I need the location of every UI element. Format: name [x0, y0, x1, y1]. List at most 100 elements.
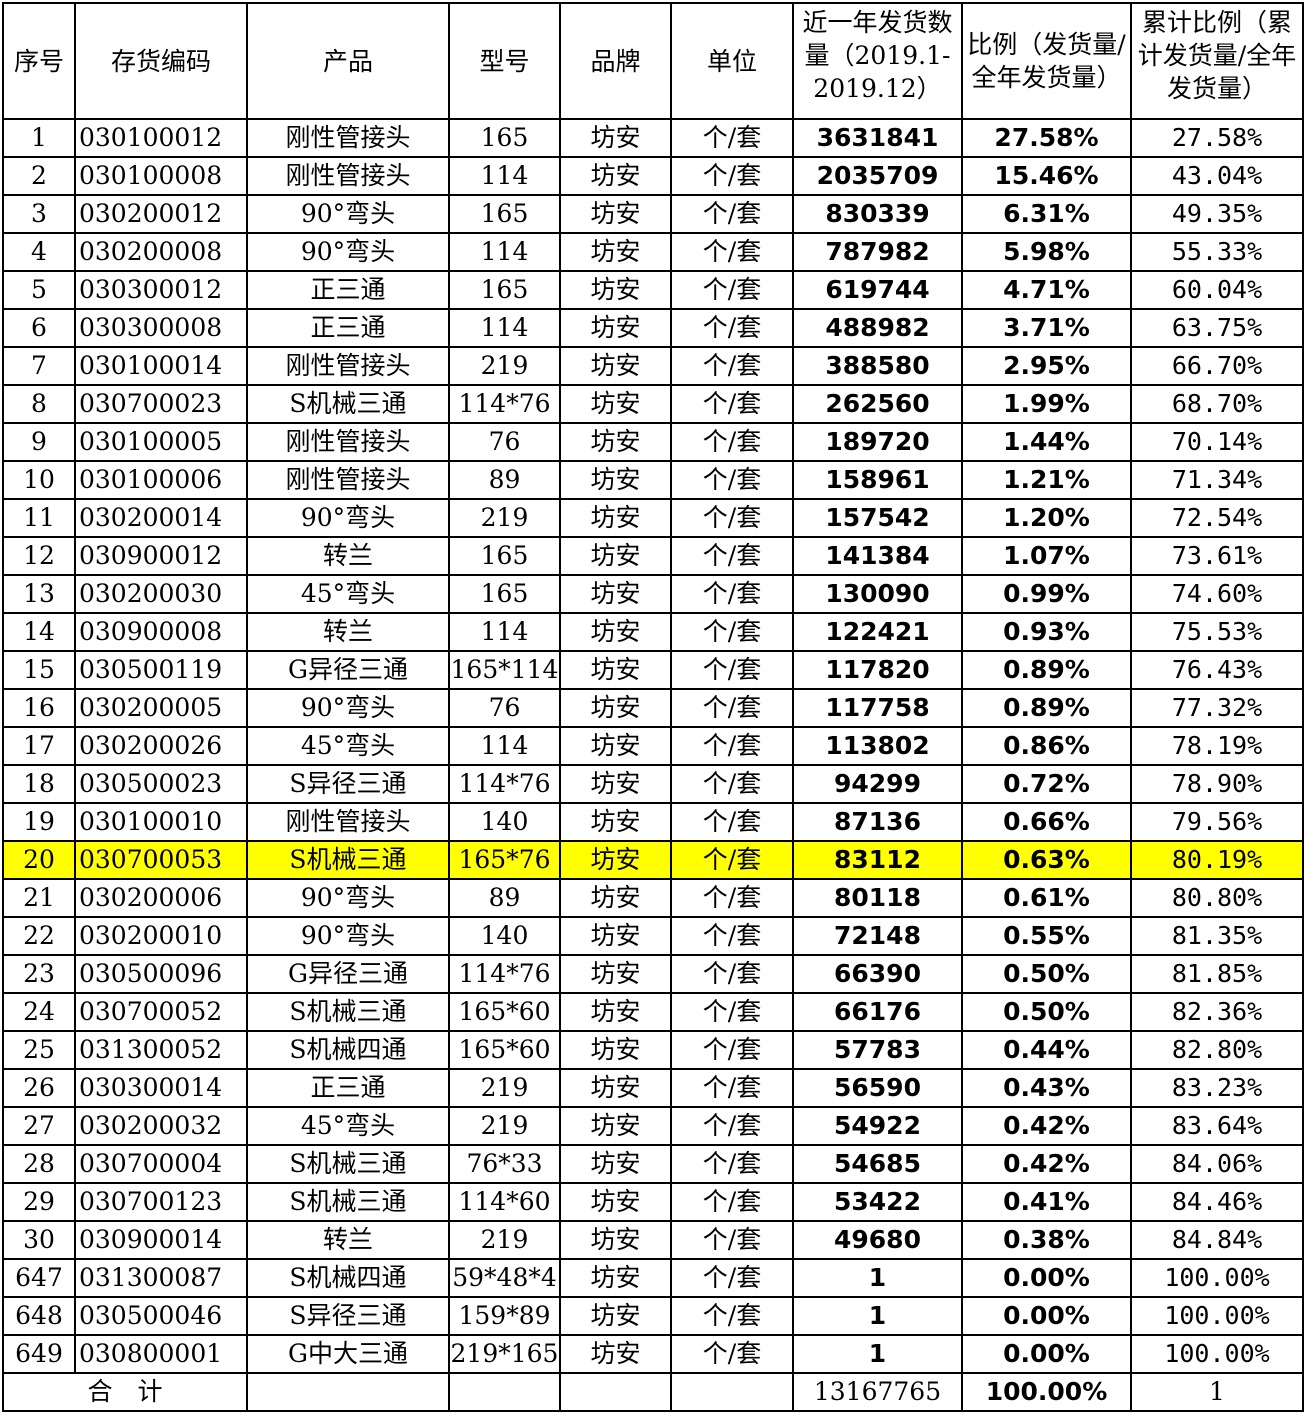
unit-cell: 个/套	[670, 194, 794, 234]
unit-cell: 个/套	[670, 612, 794, 652]
seq-cell: 17	[2, 726, 76, 766]
cum-cell: 78.90%	[1130, 764, 1304, 804]
ratio-cell: 1.21%	[961, 460, 1132, 500]
unit-cell: 个/套	[670, 232, 794, 272]
cum-cell: 82.80%	[1130, 1030, 1304, 1070]
seq-cell: 26	[2, 1068, 76, 1108]
header-qty: 近一年发货数量（2019.1-2019.12）	[792, 2, 963, 120]
cum-cell: 66.70%	[1130, 346, 1304, 386]
brand-cell: 坊安	[559, 194, 672, 234]
qty-cell: 787982	[792, 232, 963, 272]
model-cell: 89	[448, 878, 561, 918]
ratio-cell: 27.58%	[961, 118, 1132, 158]
model-cell: 59*48*4	[448, 1258, 561, 1298]
brand-cell: 坊安	[559, 384, 672, 424]
model-cell: 219	[448, 1220, 561, 1260]
seq-cell: 9	[2, 422, 76, 462]
qty-cell: 72148	[792, 916, 963, 956]
unit-cell: 个/套	[670, 1296, 794, 1336]
product-cell: 正三通	[246, 1068, 450, 1108]
table-row: 28 030700004 S机械三通 76*33 坊安 个/套 54685 0.42% 84.0…	[2, 1144, 1304, 1184]
header-code: 存货编码	[74, 2, 248, 120]
seq-cell: 4	[2, 232, 76, 272]
cum-cell: 80.19%	[1130, 840, 1304, 880]
unit-cell: 个/套	[670, 574, 794, 614]
product-cell: 刚性管接头	[246, 422, 450, 462]
qty-cell: 122421	[792, 612, 963, 652]
seq-cell: 20	[2, 840, 76, 880]
unit-cell: 个/套	[670, 1220, 794, 1260]
seq-cell: 2	[2, 156, 76, 196]
cum-cell: 83.64%	[1130, 1106, 1304, 1146]
seq-cell: 8	[2, 384, 76, 424]
seq-cell: 27	[2, 1106, 76, 1146]
total-qty: 13167765	[792, 1372, 963, 1412]
code-cell: 030500023	[74, 764, 248, 804]
model-cell: 219	[448, 1068, 561, 1108]
product-cell: S机械三通	[246, 1182, 450, 1222]
seq-cell: 15	[2, 650, 76, 690]
code-cell: 030500096	[74, 954, 248, 994]
code-cell: 030500119	[74, 650, 248, 690]
brand-cell: 坊安	[559, 1296, 672, 1336]
table-row: 30 030900014 转兰 219 坊安 个/套 49680 0.38% 84.84%	[2, 1220, 1304, 1260]
ratio-cell: 15.46%	[961, 156, 1132, 196]
table-row: 649 030800001 G中大三通 219*165 坊安 个/套 1 0.00% 100.0…	[2, 1334, 1304, 1374]
brand-cell: 坊安	[559, 650, 672, 690]
brand-cell: 坊安	[559, 726, 672, 766]
code-cell: 030100010	[74, 802, 248, 842]
unit-cell: 个/套	[670, 1182, 794, 1222]
model-cell: 76*33	[448, 1144, 561, 1184]
code-cell: 030700052	[74, 992, 248, 1032]
qty-cell: 830339	[792, 194, 963, 234]
table-row: 10 030100006 刚性管接头 89 坊安 个/套 158961 1.21% 71.34%	[2, 460, 1304, 500]
ratio-cell: 1.99%	[961, 384, 1132, 424]
qty-cell: 83112	[792, 840, 963, 880]
table-row: 5 030300012 正三通 165 坊安 个/套 619744 4.71% 60.04%	[2, 270, 1304, 310]
model-cell: 114*60	[448, 1182, 561, 1222]
ratio-cell: 0.43%	[961, 1068, 1132, 1108]
product-cell: 90°弯头	[246, 232, 450, 272]
code-cell: 030900012	[74, 536, 248, 576]
total-row: 合 计 13167765 100.00% 1	[2, 1372, 1304, 1412]
table-row: 18 030500023 S异径三通 114*76 坊安 个/套 94299 0.72% 78.…	[2, 764, 1304, 804]
qty-cell: 80118	[792, 878, 963, 918]
qty-cell: 262560	[792, 384, 963, 424]
qty-cell: 57783	[792, 1030, 963, 1070]
table-row: 14 030900008 转兰 114 坊安 个/套 122421 0.93% 75.53%	[2, 612, 1304, 652]
unit-cell: 个/套	[670, 156, 794, 196]
cum-cell: 60.04%	[1130, 270, 1304, 310]
code-cell: 030800001	[74, 1334, 248, 1374]
qty-cell: 157542	[792, 498, 963, 538]
seq-cell: 648	[2, 1296, 76, 1336]
seq-cell: 28	[2, 1144, 76, 1184]
brand-cell: 坊安	[559, 118, 672, 158]
product-cell: S异径三通	[246, 1296, 450, 1336]
cum-cell: 79.56%	[1130, 802, 1304, 842]
model-cell: 219*165	[448, 1334, 561, 1374]
header-product: 产品	[246, 2, 450, 120]
code-cell: 030200008	[74, 232, 248, 272]
table-row: 2 030100008 刚性管接头 114 坊安 个/套 2035709 15.46% 43.0…	[2, 156, 1304, 196]
seq-cell: 7	[2, 346, 76, 386]
brand-cell: 坊安	[559, 802, 672, 842]
cum-cell: 78.19%	[1130, 726, 1304, 766]
brand-cell: 坊安	[559, 992, 672, 1032]
cum-cell: 100.00%	[1130, 1334, 1304, 1374]
product-cell: S异径三通	[246, 764, 450, 804]
unit-cell: 个/套	[670, 498, 794, 538]
model-cell: 165	[448, 574, 561, 614]
cum-cell: 82.36%	[1130, 992, 1304, 1032]
seq-cell: 25	[2, 1030, 76, 1070]
brand-cell: 坊安	[559, 1182, 672, 1222]
ratio-cell: 0.00%	[961, 1258, 1132, 1298]
product-cell: G异径三通	[246, 650, 450, 690]
product-cell: 90°弯头	[246, 498, 450, 538]
cum-cell: 55.33%	[1130, 232, 1304, 272]
ratio-cell: 0.44%	[961, 1030, 1132, 1070]
product-cell: S机械四通	[246, 1030, 450, 1070]
model-cell: 219	[448, 346, 561, 386]
unit-cell: 个/套	[670, 536, 794, 576]
qty-cell: 619744	[792, 270, 963, 310]
qty-cell: 117820	[792, 650, 963, 690]
